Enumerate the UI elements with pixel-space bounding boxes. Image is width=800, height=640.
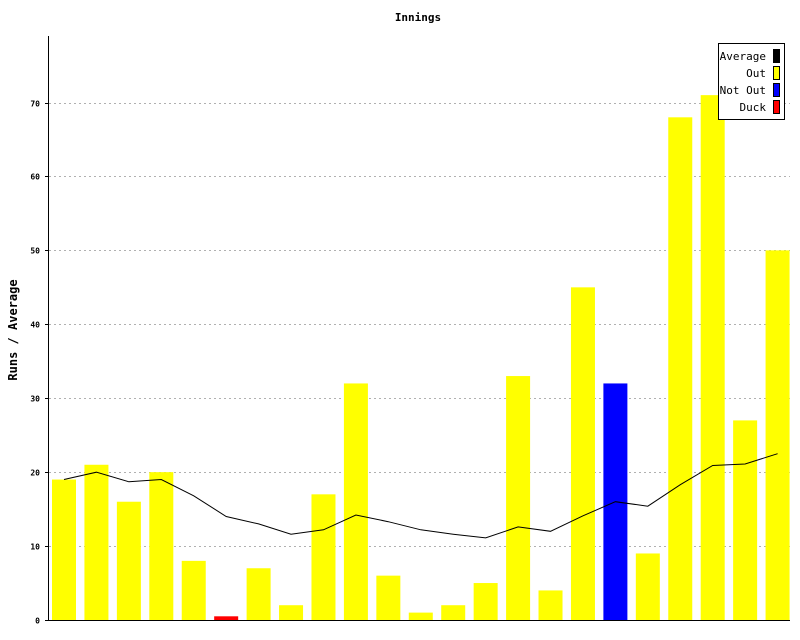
axes bbox=[48, 36, 790, 621]
legend-label: Not Out bbox=[720, 84, 766, 97]
bar-out bbox=[635, 553, 660, 620]
bar-out bbox=[538, 590, 563, 620]
average-line bbox=[63, 453, 778, 539]
legend-swatch bbox=[773, 66, 780, 80]
bar-out bbox=[52, 479, 76, 620]
bar-out bbox=[441, 605, 466, 620]
y-tick-label: 20 bbox=[30, 469, 40, 478]
bar-duck bbox=[214, 616, 239, 620]
bar-out bbox=[733, 420, 758, 620]
y-tick-label: 70 bbox=[30, 100, 40, 109]
bar-out bbox=[279, 605, 304, 620]
y-tick-labels: 0 10 20 30 40 50 60 70 bbox=[30, 100, 49, 626]
y-tick-label: 10 bbox=[30, 543, 40, 552]
bar-out bbox=[311, 494, 336, 620]
legend-label: Average bbox=[720, 50, 766, 63]
bar-out bbox=[570, 287, 595, 620]
legend-label: Out bbox=[746, 67, 766, 80]
legend-label: Duck bbox=[740, 101, 767, 114]
y-tick-label: 40 bbox=[30, 321, 40, 330]
bar-out bbox=[408, 612, 433, 620]
gridlines bbox=[49, 103, 790, 547]
bar-out bbox=[246, 568, 271, 620]
bar-out bbox=[116, 501, 141, 620]
bar-out bbox=[700, 95, 725, 621]
bar-out bbox=[181, 560, 206, 620]
bar-out bbox=[765, 250, 790, 620]
bar-out bbox=[473, 583, 498, 620]
bar-out bbox=[84, 464, 109, 620]
chart-title: Innings bbox=[395, 11, 441, 24]
bar-out bbox=[506, 376, 531, 620]
y-tick-label: 30 bbox=[30, 395, 40, 404]
bar-out bbox=[149, 472, 174, 620]
legend: Average Out Not Out Duck bbox=[718, 43, 785, 120]
y-axis-label: Runs / Average bbox=[6, 279, 20, 380]
y-tick-label: 60 bbox=[30, 173, 40, 182]
legend-swatch bbox=[773, 83, 780, 97]
bars bbox=[52, 95, 790, 621]
bar-out bbox=[376, 575, 401, 620]
legend-swatch bbox=[773, 49, 780, 63]
y-tick-label: 50 bbox=[30, 247, 40, 256]
y-tick-label: 0 bbox=[35, 617, 40, 626]
bar-out bbox=[343, 383, 368, 620]
legend-swatch bbox=[773, 100, 780, 114]
bar-out bbox=[668, 117, 693, 620]
